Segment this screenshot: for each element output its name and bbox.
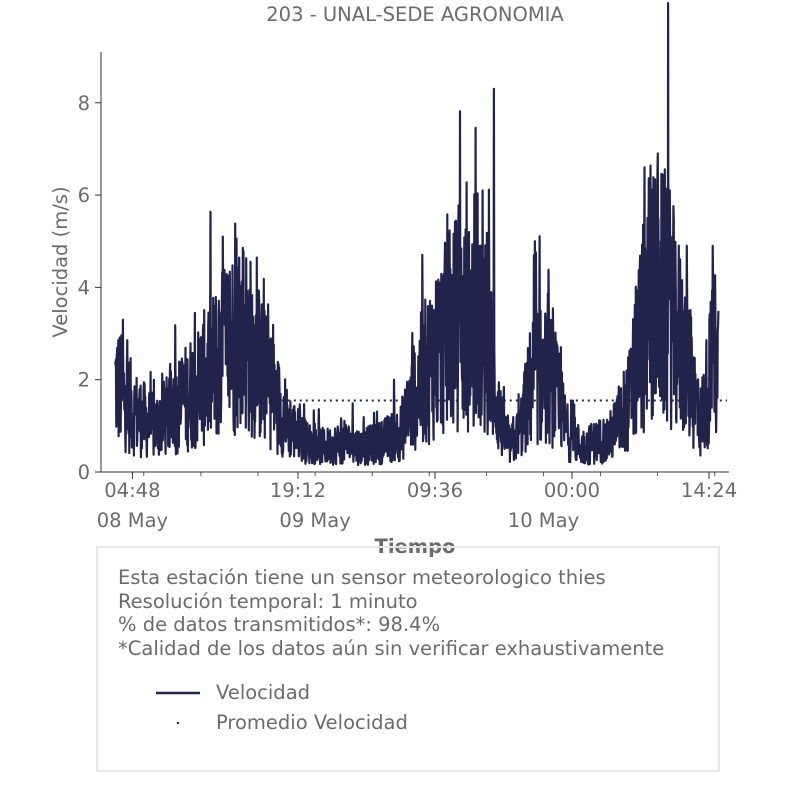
- chart-title: 203 - UNAL-SEDE AGRONOMIA: [266, 3, 564, 26]
- y-tick-label: 8: [78, 92, 90, 115]
- info-box: Esta estación tiene un sensor meteorolog…: [96, 546, 720, 772]
- info-sensor-line: Esta estación tiene un sensor meteorolog…: [118, 566, 606, 589]
- y-tick-label: 0: [78, 461, 90, 484]
- y-axis-label: Velocidad (m/s): [49, 186, 72, 337]
- legend-line-swatch: [156, 691, 200, 695]
- x-tick-label: 00:00: [544, 479, 600, 502]
- legend-label-velocidad: Velocidad: [216, 681, 311, 704]
- x-date-label: 08 May: [97, 509, 168, 532]
- x-tick-label: 19:12: [270, 479, 326, 502]
- legend-label-promedio: Promedio Velocidad: [216, 711, 408, 734]
- info-transmitted-line: % de datos transmitidos*: 98.4%: [118, 613, 441, 636]
- x-tick-label: 14:24: [681, 479, 737, 502]
- info-quality-line: *Calidad de los datos aún sin verificar …: [118, 636, 665, 660]
- info-resolution-line: Resolución temporal: 1 minuto: [118, 589, 418, 613]
- x-tick-label: 09:36: [407, 479, 463, 502]
- wind-speed-chart: 203 - UNAL-SEDE AGRONOMIA 0 2 4 6 8 04:48 19:12…: [49, 2, 737, 558]
- y-tick-label: 2: [78, 369, 90, 392]
- y-tick-label: 6: [78, 184, 90, 207]
- legend-dot-swatch: [176, 721, 180, 725]
- x-date-label: 09 May: [279, 509, 350, 532]
- y-tick-label: 4: [78, 276, 90, 299]
- x-date-label: 10 May: [508, 509, 579, 532]
- x-tick-label: 04:48: [104, 479, 160, 502]
- info-text: Esta estación tiene un sensor meteorolog…: [118, 566, 664, 660]
- series-velocidad-line: [114, 2, 720, 467]
